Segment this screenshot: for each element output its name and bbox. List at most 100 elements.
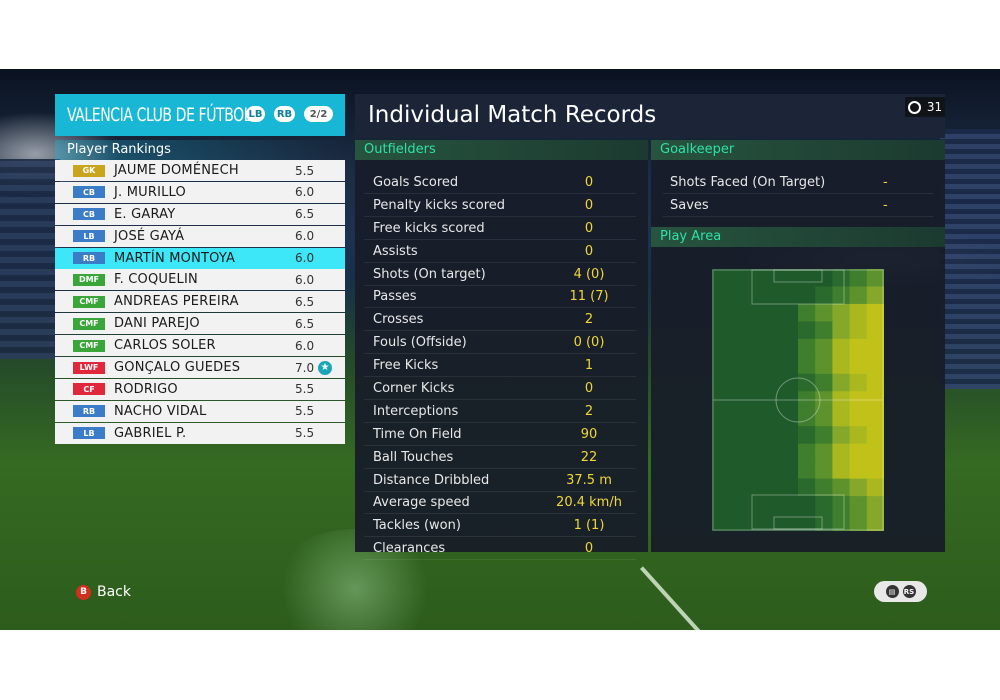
stat-row: Corner Kicks 0 — [364, 378, 636, 401]
heatmap-cell — [729, 478, 747, 497]
heatmap-cell — [746, 461, 765, 480]
heatmap-cell — [832, 408, 851, 427]
heatmap-cell — [832, 321, 851, 340]
heatmap-cell — [746, 443, 765, 462]
stat-label: Goals Scored — [373, 175, 459, 190]
heatmap-cell — [798, 513, 816, 531]
stat-row: Average speed 20.4 km/h — [364, 492, 636, 515]
stat-row: Assists 0 — [364, 241, 636, 263]
heatmap-cell — [849, 478, 868, 497]
pitch-marking — [775, 377, 821, 423]
heatmap-cell — [729, 338, 747, 357]
stat-value: 1 — [584, 358, 594, 374]
stat-label: Corner Kicks — [373, 381, 455, 397]
position-badge: CF — [73, 383, 105, 396]
player-row[interactable]: CB J. MURILLO 6.0 — [55, 181, 345, 203]
position-badge: CMF — [73, 317, 105, 330]
heatmap-cell — [866, 443, 884, 462]
heatmap-cell — [780, 338, 799, 357]
heatmap-cell — [780, 496, 799, 515]
player-row[interactable]: CMF CARLOS SOLER 6.0 — [55, 335, 345, 357]
player-row[interactable]: LB GABRIEL P. 5.5 — [55, 422, 345, 444]
position-badge: DMF — [73, 273, 105, 286]
player-name: DANI PAREJO — [114, 316, 200, 332]
stadium-stand-right — [940, 129, 1000, 389]
heatmap-cell — [746, 513, 765, 531]
pitch-marking — [751, 494, 845, 530]
stat-row: Free kicks scored 0 — [364, 218, 636, 240]
heatmap-cell — [815, 478, 833, 497]
heatmap-cell — [746, 373, 765, 392]
heatmap-cell — [712, 408, 730, 427]
heatmap-cell — [866, 303, 884, 322]
heatmap-cell — [746, 496, 765, 515]
heatmap-cell — [849, 286, 868, 305]
player-rating: 6.0 — [295, 185, 315, 200]
player-row[interactable]: CB E. GARAY 6.5 — [55, 203, 345, 225]
stat-label: Crosses — [373, 312, 424, 328]
heatmap-cell — [798, 408, 816, 427]
heatmap-cell — [763, 286, 782, 305]
heatmap-cell — [780, 356, 799, 375]
player-rating: 5.5 — [295, 382, 315, 397]
stat-label: Free Kicks — [373, 358, 439, 374]
stat-value: 0 (0) — [573, 335, 605, 351]
heatmap-cell — [832, 269, 851, 287]
heatmap-cell — [832, 356, 851, 375]
heatmap-cell — [763, 269, 782, 287]
heatmap-cell — [849, 513, 868, 531]
heatmap-cell — [746, 321, 765, 340]
gk-stat-value: - — [883, 175, 888, 190]
player-rating: 6.5 — [295, 316, 315, 331]
heatmap-cell — [849, 426, 868, 445]
player-row[interactable]: LB JOSÉ GAYÁ 6.0 — [55, 225, 345, 247]
heatmap-cell — [866, 408, 884, 427]
rb-button-icon[interactable]: RB — [274, 106, 295, 122]
heatmap-cell — [866, 391, 884, 410]
heatmap-cell — [712, 373, 730, 392]
stat-row: Crosses 2 — [364, 309, 636, 332]
heatmap-cell — [866, 286, 884, 305]
controls-pill[interactable]: ▤ RS — [874, 581, 927, 602]
heatmap-cell — [815, 373, 833, 392]
stat-value: 20.4 km/h — [556, 495, 622, 511]
player-row[interactable]: CMF ANDREAS PEREIRA 6.5 — [55, 291, 345, 313]
heatmap-cell — [866, 338, 884, 357]
heatmap-cell — [780, 461, 799, 480]
heatmap-cell — [832, 303, 851, 322]
player-row[interactable]: CF RODRIGO 5.5 — [55, 378, 345, 400]
lb-button-icon[interactable]: LB — [246, 106, 265, 122]
heatmap-cell — [780, 303, 799, 322]
outfielders-header: Outfielders — [355, 140, 648, 160]
player-row[interactable]: RB NACHO VIDAL 5.5 — [55, 400, 345, 422]
heatmap-cell — [815, 443, 833, 462]
player-row[interactable]: LWF GONÇALO GUEDES 7.0 ★ — [55, 357, 345, 379]
heatmap-cell — [798, 338, 816, 357]
heatmap-cell — [746, 286, 765, 305]
stat-value: 90 — [580, 426, 598, 442]
heatmap-cell — [712, 321, 730, 340]
pitch-line — [640, 566, 717, 630]
heatmap-cell — [712, 496, 730, 515]
player-row[interactable]: RB MARTÍN MONTOYA 6.0 — [55, 247, 345, 269]
heatmap-cell — [763, 443, 782, 462]
pitch-marking — [751, 269, 845, 305]
player-rating: 6.5 — [295, 207, 315, 222]
title-bar: Individual Match Records — [355, 94, 945, 138]
heatmap-cell — [763, 496, 782, 515]
heatmap-cell — [849, 391, 868, 410]
heatmap-cell — [780, 391, 799, 410]
player-row[interactable]: GK JAUME DOMÉNECH 5.5 — [55, 160, 345, 181]
heatmap-cell — [763, 338, 782, 357]
heatmap-cell — [780, 321, 799, 340]
back-button[interactable]: B Back — [76, 584, 131, 600]
heatmap-cell — [849, 303, 868, 322]
player-row[interactable]: DMF F. COQUELIN 6.0 — [55, 269, 345, 291]
player-row[interactable]: CMF DANI PAREJO 6.5 — [55, 313, 345, 335]
heatmap-cell — [746, 356, 765, 375]
heatmap-cell — [798, 461, 816, 480]
heatmap-cell — [729, 443, 747, 462]
heatmap-cell — [798, 391, 816, 410]
heatmap-cell — [729, 408, 747, 427]
b-button-icon: B — [76, 584, 91, 600]
